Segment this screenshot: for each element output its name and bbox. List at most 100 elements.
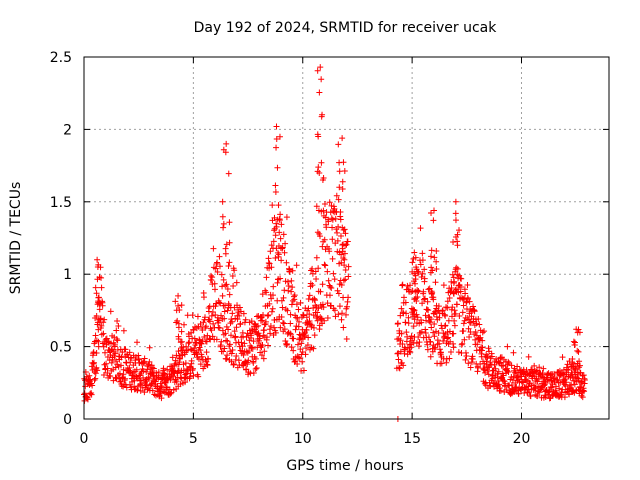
data-point: [261, 321, 268, 328]
data-point: [398, 305, 405, 312]
data-point: [267, 322, 274, 329]
data-point: [479, 344, 486, 351]
data-point: [445, 334, 452, 341]
data-point: [178, 338, 185, 345]
data-point: [417, 225, 424, 232]
data-point: [470, 306, 477, 313]
data-point: [174, 317, 181, 324]
data-point: [338, 251, 345, 258]
data-point: [127, 359, 134, 366]
data-point: [485, 345, 492, 352]
data-point: [573, 326, 580, 333]
data-point: [510, 349, 517, 356]
data-point: [131, 377, 138, 384]
data-point: [343, 241, 350, 248]
data-point: [268, 242, 275, 249]
data-point: [218, 338, 225, 345]
data-point: [338, 282, 345, 289]
data-point: [153, 369, 160, 376]
data-point: [505, 358, 512, 365]
data-point: [137, 387, 144, 394]
data-point: [306, 311, 313, 318]
data-point: [340, 277, 347, 284]
data-point: [210, 320, 217, 327]
data-point: [397, 312, 404, 319]
y-tick-label: 1.5: [50, 195, 72, 211]
data-point: [487, 382, 494, 389]
data-point: [182, 360, 189, 367]
data-point: [335, 141, 342, 148]
data-point: [402, 319, 409, 326]
data-point: [450, 344, 457, 351]
data-point: [568, 382, 575, 389]
data-point: [309, 265, 316, 272]
data-point: [525, 353, 532, 360]
data-point: [576, 329, 583, 336]
x-tick-label: 0: [80, 431, 89, 447]
data-point: [329, 216, 336, 223]
data-point: [424, 306, 431, 313]
data-point: [236, 343, 243, 350]
data-point: [158, 383, 165, 390]
data-point: [228, 332, 234, 339]
data-point: [264, 312, 271, 319]
chart-title: Day 192 of 2024, SRMTID for receiver uca…: [194, 20, 498, 36]
y-tick-label: 0.5: [50, 340, 72, 356]
data-point: [403, 329, 410, 336]
data-point: [265, 260, 272, 267]
data-point: [256, 333, 263, 340]
data-point: [230, 361, 237, 368]
data-point: [219, 213, 226, 220]
data-point: [300, 312, 307, 319]
data-point: [141, 360, 148, 367]
data-point: [270, 238, 277, 245]
data-point: [397, 348, 404, 355]
data-point: [342, 266, 349, 273]
data-point: [287, 311, 294, 318]
data-point: [466, 334, 473, 341]
data-point: [194, 313, 201, 320]
data-point: [425, 286, 432, 293]
data-point: [456, 227, 463, 234]
data-point: [332, 215, 339, 222]
data-point: [173, 378, 180, 385]
data-point: [436, 340, 443, 347]
data-point: [157, 388, 164, 395]
data-point: [409, 309, 416, 316]
data-point: [224, 338, 231, 345]
data-point: [215, 317, 222, 324]
data-point: [298, 340, 305, 347]
data-point: [343, 335, 350, 342]
data-point: [281, 249, 288, 256]
data-point: [520, 368, 527, 375]
data-point: [200, 294, 207, 301]
data-point: [196, 344, 203, 351]
data-point: [446, 294, 453, 301]
data-point: [440, 338, 447, 345]
data-point: [293, 262, 300, 269]
data-point: [329, 255, 336, 262]
data-point: [409, 288, 416, 295]
data-point: [304, 342, 311, 349]
data-point: [214, 269, 221, 276]
data-point: [283, 214, 290, 221]
data-point: [510, 373, 517, 380]
data-point: [97, 325, 104, 332]
data-point: [447, 349, 454, 356]
data-point: [488, 353, 495, 360]
data-point: [320, 207, 327, 214]
data-point: [407, 349, 414, 356]
data-point: [465, 360, 472, 367]
data-point: [169, 354, 176, 361]
data-point: [146, 358, 153, 365]
data-point: [279, 245, 286, 252]
data-point: [334, 237, 341, 244]
data-point: [277, 235, 284, 242]
data-point: [188, 329, 195, 336]
data-point: [241, 340, 248, 347]
data-point: [336, 159, 343, 166]
data-point: [226, 239, 233, 246]
data-point: [479, 337, 486, 344]
data-point: [198, 353, 205, 360]
data-point: [95, 298, 102, 305]
